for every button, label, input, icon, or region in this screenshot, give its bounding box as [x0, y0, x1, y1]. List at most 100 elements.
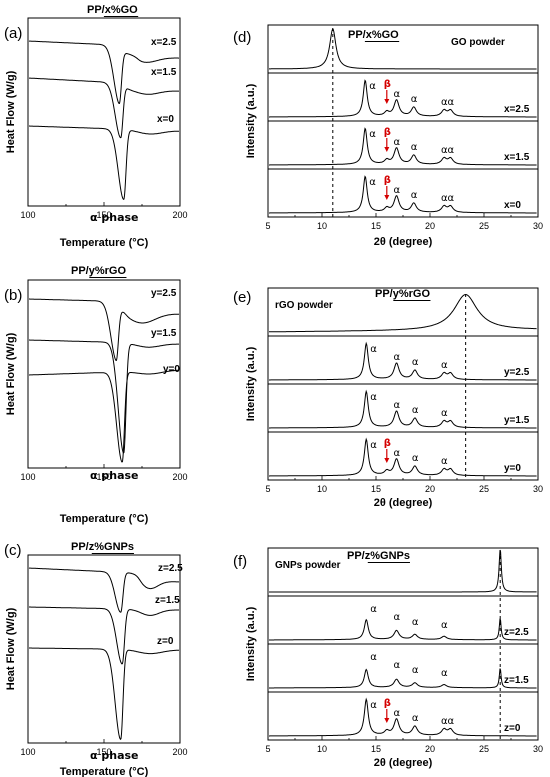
panel-a-dsc: 100 150 200 (a) PP/x%GO Heat Flow (W/g) Temper… [4, 4, 188, 249]
alpha-peak-label: α [369, 81, 376, 92]
x-tick-label: 10 [317, 221, 327, 231]
x-tick-label: 10 [317, 744, 327, 754]
series-label: y=2.5 [151, 288, 177, 299]
panel-letter: (f) [233, 553, 247, 570]
panel-b-dsc: 100 150 200 (b) PP/y%rGO Heat Flow (W/g) Tempe… [4, 265, 188, 525]
x-tick-label: 10 [317, 484, 327, 494]
powder-label: GO powder [451, 37, 505, 48]
alpha-peak-label: α [412, 357, 419, 368]
beta-peak-label: β [384, 175, 391, 186]
dsc-curve [29, 298, 180, 361]
alpha-peak-label: α [448, 716, 455, 727]
beta-peak-label: β [384, 698, 391, 709]
panel-title: PP/x%GO [87, 4, 138, 16]
x-tick-label: 25 [479, 744, 489, 754]
alpha-peak-label: α [394, 352, 401, 363]
panel-letter: (a) [4, 25, 22, 42]
phase-label: α phase [90, 211, 139, 224]
y-axis-label: Heat Flow (W/g) [5, 70, 17, 153]
series-label: y=2.5 [504, 367, 530, 378]
alpha-peak-label: α [412, 665, 419, 676]
alpha-peak-label: α [394, 660, 401, 671]
alpha-peak-label: α [441, 97, 448, 108]
beta-arrow-head [384, 99, 390, 104]
panel-letter: (d) [233, 29, 251, 46]
alpha-peak-label: α [394, 185, 401, 196]
panel-d-xrd: 5 10 15 20 25 30 (d) PP/x%GO Intensity (a.u.) 2θ … [233, 24, 543, 248]
series-label: x=1.5 [504, 152, 530, 163]
alpha-peak-label: α [394, 400, 401, 411]
series-label: x=1.5 [151, 67, 177, 78]
beta-arrow-head [384, 458, 390, 463]
x-tick-label: 100 [20, 472, 35, 482]
alpha-peak-label: α [370, 440, 377, 451]
panel-f-xrd: 5 10 15 20 25 30 (f) PP/z%GNPs Intensity (a.u.) 2… [233, 547, 543, 769]
alpha-peak-label: α [441, 456, 448, 467]
x-tick-label: 100 [20, 210, 35, 220]
x-tick-label: 150 [96, 210, 111, 220]
series-label: x=2.5 [504, 104, 530, 115]
x-axis-label: Temperature (°C) [60, 237, 149, 249]
beta-arrow-head [384, 718, 390, 723]
y-axis-label: Heat Flow (W/g) [5, 607, 17, 690]
alpha-peak-label: α [412, 405, 419, 416]
x-axis-label: Temperature (°C) [60, 513, 149, 525]
xrd-pattern [269, 618, 537, 641]
x-tick-label: 30 [533, 484, 543, 494]
xrd-pattern [269, 79, 537, 118]
x-axis-label: 2θ (degree) [374, 757, 433, 769]
alpha-peak-label: α [369, 129, 376, 140]
alpha-peak-label: α [370, 344, 377, 355]
alpha-peak-label: α [394, 89, 401, 100]
y-axis-label: Intensity (a.u.) [245, 83, 257, 158]
dsc-curve [29, 125, 179, 201]
dsc-curve [28, 40, 179, 105]
series-label: x=2.5 [151, 37, 177, 48]
series-label: y=1.5 [151, 328, 177, 339]
xrd-pattern [269, 668, 537, 689]
dsc-curve [29, 606, 179, 665]
dsc-curve [28, 567, 180, 613]
alpha-peak-label: α [448, 145, 455, 156]
series-label: x=0 [157, 114, 174, 125]
xrd-pattern [269, 175, 537, 214]
x-tick-label: 15 [371, 221, 381, 231]
alpha-peak-label: α [412, 617, 419, 628]
x-tick-label: 150 [96, 747, 111, 757]
series-label: z=0 [504, 723, 521, 734]
panel-letter: (e) [233, 289, 251, 306]
alpha-peak-label: α [448, 193, 455, 204]
alpha-peak-label: α [441, 668, 448, 679]
alpha-peak-label: α [370, 604, 377, 615]
x-tick-label: 200 [172, 747, 187, 757]
alpha-peak-label: α [394, 448, 401, 459]
y-axis-label: Intensity (a.u.) [245, 606, 257, 681]
series-label: y=0 [504, 463, 521, 474]
alpha-peak-label: α [394, 137, 401, 148]
y-axis-label: Heat Flow (W/g) [5, 332, 17, 415]
x-tick-label: 150 [96, 472, 111, 482]
x-axis-label: 2θ (degree) [374, 497, 433, 509]
x-tick-label: 200 [172, 472, 187, 482]
panel-title: PP/y%rGO [71, 265, 126, 277]
series-label: y=1.5 [504, 415, 530, 426]
panel-e-xrd: 5 10 15 20 25 30 (e) PP/y%rGO Intensity (a.u.) 2θ… [233, 287, 543, 509]
alpha-peak-label: α [394, 612, 401, 623]
x-tick-label: 20 [425, 221, 435, 231]
x-tick-label: 15 [371, 484, 381, 494]
dsc-curve [29, 369, 179, 463]
x-tick-label: 5 [265, 744, 270, 754]
series-label: z=2.5 [158, 563, 183, 574]
x-axis-label: Temperature (°C) [60, 766, 149, 777]
series-label: z=1.5 [504, 675, 529, 686]
xrd-pattern [269, 549, 537, 593]
panel-title: PP/z%GNPs [347, 550, 410, 562]
xrd-pattern [269, 28, 537, 70]
alpha-peak-label: α [369, 177, 376, 188]
alpha-peak-label: α [448, 97, 455, 108]
alpha-peak-label: α [411, 94, 418, 105]
phase-label: α phase [90, 469, 139, 482]
series-label: z=0 [157, 636, 174, 647]
x-tick-label: 20 [425, 744, 435, 754]
